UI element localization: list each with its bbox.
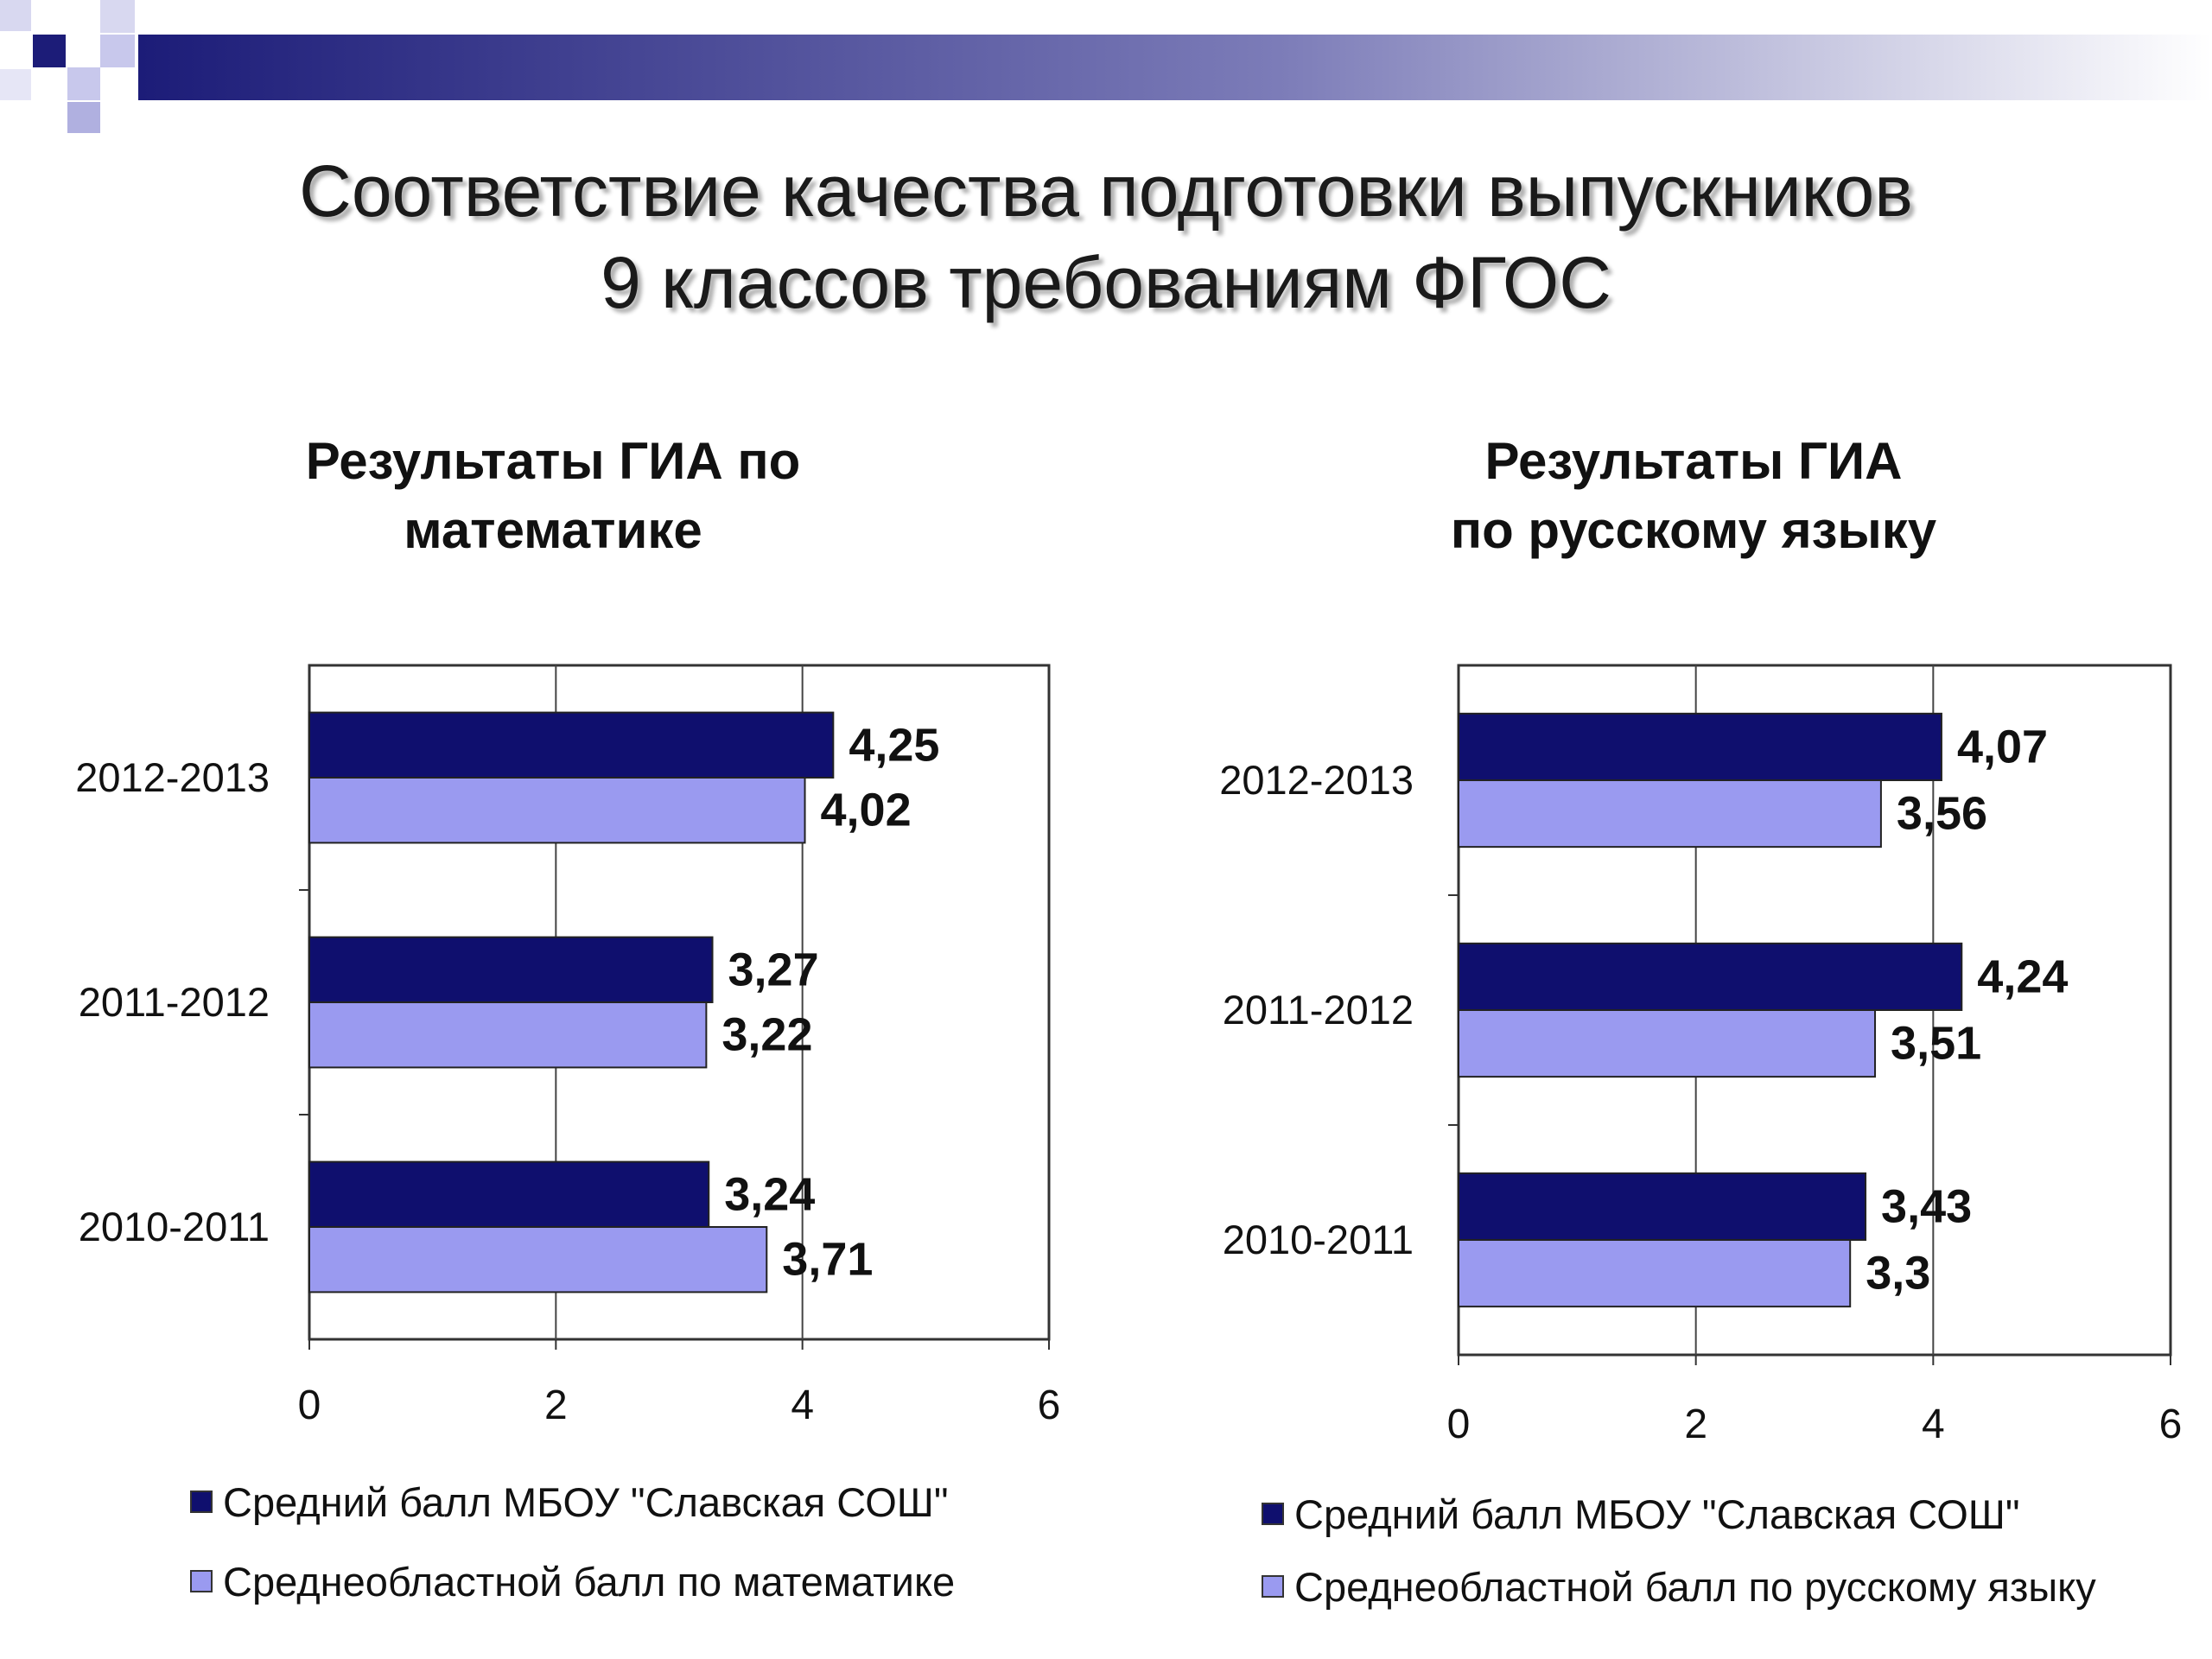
data-label: 4,07 [1957, 721, 2048, 772]
x-tick-label: 6 [1038, 1382, 1061, 1428]
deco-square [67, 102, 100, 133]
math-chart-title: Результаты ГИА по математике [199, 427, 907, 565]
data-label: 3,51 [1891, 1018, 1981, 1070]
legend-swatch-region [1262, 1575, 1284, 1598]
header-gradient-band [138, 35, 2212, 100]
deco-square [0, 0, 31, 31]
data-label: 3,43 [1881, 1180, 1972, 1232]
bar-region [308, 1226, 768, 1294]
russian-chart-title: Результаты ГИА по русскому языку [1348, 427, 2039, 565]
data-label: 3,27 [728, 944, 819, 995]
legend-label-region: Среднеобластной балл по математике [223, 1558, 956, 1605]
data-label: 3,24 [724, 1168, 815, 1220]
x-tick-label: 0 [298, 1382, 321, 1428]
russian-chart-title-line-2: по русскому языку [1450, 501, 1937, 559]
bar-region [1458, 1239, 1852, 1308]
math-chart-title-line-2: математике [404, 501, 702, 559]
deco-square [67, 67, 100, 100]
deco-square [100, 0, 135, 33]
slide-title: Соответствие качества подготовки выпускн… [0, 145, 2212, 328]
math-chart: 0 2 4 6 2012-2013 4,25 4,02 2011-2012 3,27 3,22 20… [75, 664, 1061, 1428]
legend-label-school: Средний балл МБОУ "Славская СОШ" [1294, 1491, 2020, 1537]
plot-area-frame [1457, 664, 2172, 1357]
legend-item-region: Среднеобластной балл по русскому языку [1262, 1550, 2096, 1623]
russian-chart-title-line-1: Результаты ГИА [1484, 432, 1903, 490]
bar-region [308, 777, 806, 844]
category-label: 2011-2012 [1223, 987, 1414, 1033]
data-label: 3,56 [1897, 788, 1987, 840]
bar-school [1458, 1172, 1867, 1241]
data-label: 3,22 [721, 1009, 812, 1061]
legend-swatch-school [190, 1491, 213, 1513]
russian-chart: 0 2 4 6 2012-2013 4,07 3,56 2011-2012 4,24 3,51 20… [1219, 664, 2183, 1447]
data-label: 4,24 [1977, 950, 2068, 1002]
bar-school [308, 936, 714, 1003]
x-tick-label: 4 [791, 1382, 814, 1428]
bar-region [1458, 1009, 1877, 1078]
deco-square [33, 35, 66, 67]
math-legend: Средний балл МБОУ "Славская СОШ" Среднео… [190, 1462, 955, 1621]
category-label: 2012-2013 [1219, 757, 1414, 803]
russian-legend: Средний балл МБОУ "Славская СОШ" Среднео… [1262, 1478, 2096, 1623]
legend-item-school: Средний балл МБОУ "Славская СОШ" [1262, 1478, 2096, 1550]
x-tick-label: 0 [1447, 1402, 1471, 1447]
bar-school [1458, 942, 1963, 1011]
bar-school [308, 711, 835, 779]
data-label: 4,25 [849, 719, 939, 771]
header-decoration [0, 0, 2212, 133]
slide-title-line-1: Соответствие качества подготовки выпускн… [299, 150, 1913, 232]
legend-item-region: Среднеобластной балл по математике [190, 1541, 955, 1621]
data-label: 3,71 [782, 1234, 873, 1286]
data-label: 3,3 [1866, 1248, 1930, 1300]
category-label: 2012-2013 [75, 754, 270, 800]
category-label: 2010-2011 [1223, 1217, 1414, 1262]
legend-swatch-region [190, 1570, 213, 1592]
legend-swatch-school [1262, 1503, 1284, 1525]
x-tick-label: 2 [544, 1382, 568, 1428]
legend-label-school: Средний балл МБОУ "Славская СОШ" [223, 1478, 949, 1525]
bar-region [1458, 779, 1882, 849]
bar-school [308, 1160, 710, 1228]
plot-area-frame [308, 664, 1051, 1341]
deco-square [0, 69, 31, 100]
bar-region [308, 1001, 708, 1069]
math-chart-title-line-1: Результаты ГИА по [305, 432, 801, 490]
data-label: 4,02 [821, 785, 912, 836]
legend-item-school: Средний балл МБОУ "Славская СОШ" [190, 1462, 955, 1541]
category-label: 2010-2011 [79, 1204, 270, 1249]
x-tick-label: 4 [1922, 1402, 1945, 1447]
bar-school [1458, 712, 1942, 781]
category-label: 2011-2012 [79, 979, 270, 1025]
x-tick-label: 6 [2159, 1402, 2183, 1447]
slide-title-line-2: 9 классов требованиям ФГОС [601, 242, 1611, 323]
legend-label-region: Среднеобластной балл по русскому языку [1294, 1563, 2096, 1610]
deco-square [100, 35, 135, 67]
x-tick-label: 2 [1684, 1402, 1707, 1447]
